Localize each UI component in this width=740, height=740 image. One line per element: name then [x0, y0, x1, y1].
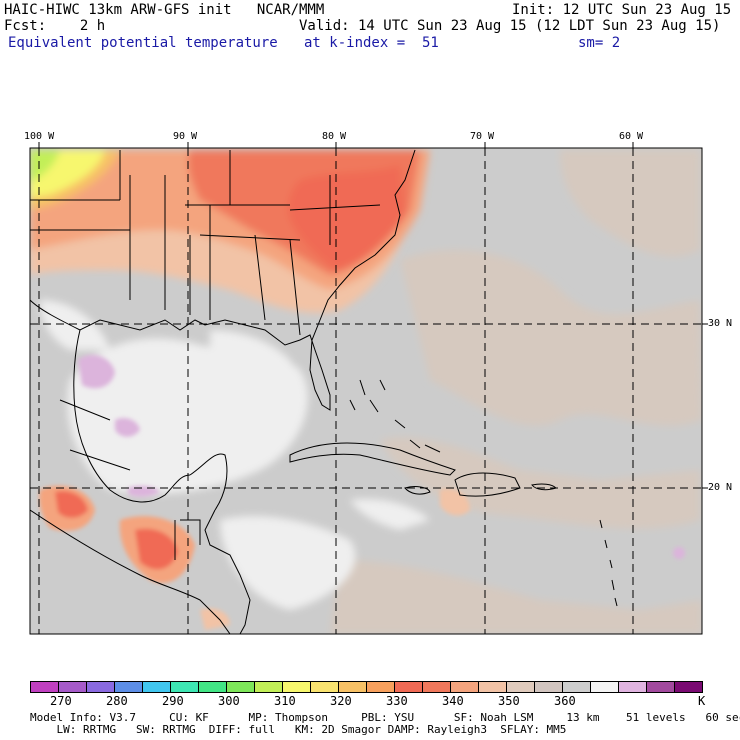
colorbar-swatch [170, 681, 199, 693]
colorbar-swatch [450, 681, 479, 693]
colorbar-tick-label: 270 [50, 694, 72, 708]
model-info-line1: Model Info: V3.7 CU: KF MP: Thompson PBL… [30, 711, 740, 724]
lon-label-80w: 80 W [322, 131, 347, 142]
colorbar-swatch [422, 681, 451, 693]
purple-spots [78, 354, 685, 559]
colorbar-swatch [58, 681, 87, 693]
colorbar-tick-label: 350 [498, 694, 520, 708]
light-region [40, 300, 430, 610]
colorbar-swatch [310, 681, 339, 693]
colorbar-units: K [698, 694, 706, 708]
forecast-hour: Fcst: 2 h [4, 18, 106, 34]
colorbar-swatch [618, 681, 647, 693]
colorbar-swatch [338, 681, 367, 693]
field-name: Equivalent potential temperature [8, 35, 278, 51]
lat-label-30n: 30 N [708, 318, 733, 329]
colorbar-swatch [226, 681, 255, 693]
map-frame [29, 147, 703, 635]
lon-label-60w: 60 W [619, 131, 644, 142]
lat-label-20n: 20 N [708, 482, 733, 493]
colorbar-swatch [506, 681, 535, 693]
valid-time: Valid: 14 UTC Sun 23 Aug 15 (12 LDT Sun … [299, 18, 721, 34]
colorbar-tick-label: 300 [218, 694, 240, 708]
colorbar-tick-label: 290 [162, 694, 184, 708]
colorbar-swatch [30, 681, 59, 693]
colorbar-tick-label: 310 [274, 694, 296, 708]
coastlines [30, 149, 618, 634]
colorbar-swatch [254, 681, 283, 693]
colorbar-tick-label: 360 [554, 694, 576, 708]
colorbar-swatch [282, 681, 311, 693]
colorbar-swatch [478, 681, 507, 693]
colorbar-swatch [86, 681, 115, 693]
colorbar-swatch [114, 681, 143, 693]
colorbar-swatch [590, 681, 619, 693]
colorbar-swatch [534, 681, 563, 693]
graticule [30, 148, 702, 634]
map-ticks [38, 142, 708, 489]
colorbar-swatch [646, 681, 675, 693]
lon-label-100w: 100 W [24, 131, 55, 142]
colorbar-swatch [674, 681, 703, 693]
lon-label-70w: 70 W [470, 131, 495, 142]
colorbar-tick-label: 330 [386, 694, 408, 708]
model-info-line2: LW: RRTMG SW: RRTMG DIFF: full KM: 2D Sm… [30, 723, 567, 736]
init-time: Init: 12 UTC Sun 23 Aug 15 [512, 2, 732, 18]
smoothing-info: sm= 2 [578, 35, 621, 51]
colorbar-swatch [366, 681, 395, 693]
tan-region [330, 150, 702, 634]
colorbar-swatch [142, 681, 171, 693]
colorbar-tick-label: 320 [330, 694, 352, 708]
lon-label-90w: 90 W [173, 131, 198, 142]
colorbar-tick-label: 340 [442, 694, 464, 708]
colorbar-swatch [198, 681, 227, 693]
colorbar-swatch [562, 681, 591, 693]
model-title: HAIC-HIWC 13km ARW-GFS init NCAR/MMM [4, 2, 325, 18]
warm-tropical-spots [39, 485, 470, 630]
level-info: at k-index = 51 [304, 35, 439, 51]
colorbar-swatch [394, 681, 423, 693]
colorbar-tick-label: 280 [106, 694, 128, 708]
